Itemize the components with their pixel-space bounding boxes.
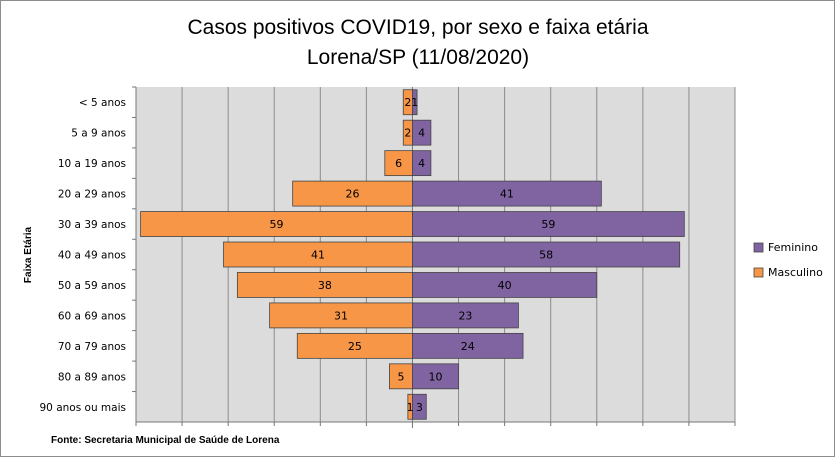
y-axis-label: Faixa Etária: [23, 226, 34, 283]
data-label-feminino: 3: [416, 401, 423, 414]
data-label-feminino: 59: [541, 218, 555, 231]
data-label-feminino: 4: [418, 127, 425, 140]
source-note: Fonte: Secretaria Municipal de Saúde de …: [51, 435, 280, 446]
data-label-masculino: 31: [334, 309, 348, 322]
bar-masculino: [292, 180, 413, 207]
bar-feminino: [412, 332, 524, 359]
data-label-feminino: 58: [539, 249, 553, 262]
data-label-masculino: 25: [348, 340, 362, 353]
data-label-masculino: 59: [270, 218, 284, 231]
data-label-masculino: 26: [346, 188, 360, 201]
legend-label: Masculino: [768, 266, 823, 279]
bar-feminino: [412, 180, 602, 207]
legend-label: Feminino: [768, 241, 818, 254]
category-label: 10 a 19 anos: [58, 158, 126, 170]
legend: Feminino Masculino: [753, 241, 823, 279]
category-label: 60 a 69 anos: [58, 310, 126, 322]
category-label: 30 a 39 anos: [58, 219, 126, 231]
data-label-masculino: 5: [397, 370, 404, 383]
data-label-masculino: 6: [395, 157, 402, 170]
data-label-masculino: 1: [407, 401, 414, 414]
bar-feminino: [412, 363, 459, 390]
bar-masculino: [296, 332, 413, 359]
category-label: 5 a 9 anos: [71, 128, 126, 140]
data-label-masculino: 41: [311, 249, 325, 262]
bar-masculino: [269, 302, 413, 329]
bar-masculino: [140, 211, 413, 237]
category-label: 20 a 29 anos: [58, 189, 126, 201]
bar-feminino: [412, 89, 418, 116]
data-label-feminino: 23: [458, 309, 472, 322]
bar-feminino: [412, 272, 598, 298]
data-label-feminino: 1: [411, 96, 418, 109]
category-label: 40 a 49 anos: [58, 250, 126, 262]
category-labels: < 5 anos 5 a 9 anos 10 a 19 anos 20 a 29 an…: [40, 86, 136, 414]
bar-feminino: [412, 241, 681, 268]
bar-masculino: [223, 241, 413, 268]
data-label-feminino: 40: [498, 279, 512, 292]
category-label: 90 anos ou mais: [40, 402, 127, 414]
data-label-feminino: 41: [500, 188, 514, 201]
category-label: < 5 anos: [79, 97, 126, 109]
bar-feminino: [412, 393, 427, 420]
legend-swatch: [753, 242, 764, 253]
bar-feminino: [412, 211, 685, 237]
data-label-feminino: 10: [429, 370, 443, 383]
bar-feminino: [412, 150, 432, 177]
data-label-feminino: 4: [418, 157, 425, 170]
category-label: 70 a 79 anos: [58, 341, 126, 353]
data-label-masculino: 2: [404, 96, 411, 109]
data-label-feminino: 24: [461, 340, 475, 353]
bar-feminino: [412, 119, 432, 146]
data-label-masculino: 2: [404, 127, 411, 140]
chart-subtitle: Lorena/SP (11/08/2020): [307, 46, 529, 69]
bar-masculino: [236, 272, 413, 298]
bar-feminino: [412, 302, 519, 329]
data-label-masculino: 38: [318, 279, 332, 292]
category-label: 80 a 89 anos: [58, 371, 126, 383]
category-label: 50 a 59 anos: [58, 280, 126, 292]
chart-title: Casos positivos COVID19, por sexo e faix…: [187, 16, 648, 39]
legend-swatch: [753, 267, 764, 278]
